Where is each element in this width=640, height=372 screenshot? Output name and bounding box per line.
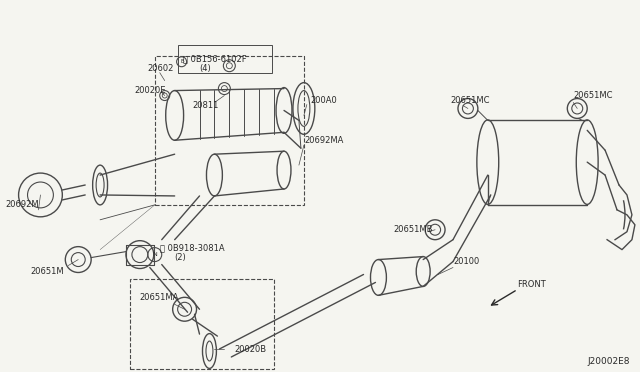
Bar <box>130 279 274 369</box>
Text: FRONT: FRONT <box>518 280 547 289</box>
Text: 20692MA: 20692MA <box>305 136 344 145</box>
Text: 20020E: 20020E <box>134 86 165 95</box>
Text: 200A0: 200A0 <box>311 96 337 105</box>
Text: 20811: 20811 <box>193 101 219 110</box>
Bar <box>178 45 272 73</box>
Text: 20651MB: 20651MB <box>394 225 433 234</box>
Text: 20100: 20100 <box>453 257 479 266</box>
Text: 20020B: 20020B <box>234 344 266 353</box>
Text: Ⓑ 0B156-6102F: Ⓑ 0B156-6102F <box>182 54 246 63</box>
Text: 20651MC: 20651MC <box>573 91 612 100</box>
Text: 20651M: 20651M <box>31 267 64 276</box>
Bar <box>155 56 304 205</box>
Text: 20651MC: 20651MC <box>450 96 490 105</box>
Text: 20692M: 20692M <box>6 201 39 209</box>
Text: N: N <box>152 252 157 257</box>
Text: J20002E8: J20002E8 <box>588 357 630 366</box>
Text: 20651MA: 20651MA <box>140 293 179 302</box>
Text: B: B <box>180 59 184 64</box>
Text: (4): (4) <box>200 64 211 73</box>
Text: (2): (2) <box>175 253 186 262</box>
Text: 20602: 20602 <box>148 64 174 73</box>
Text: Ⓝ 0B918-3081A: Ⓝ 0B918-3081A <box>160 243 225 252</box>
